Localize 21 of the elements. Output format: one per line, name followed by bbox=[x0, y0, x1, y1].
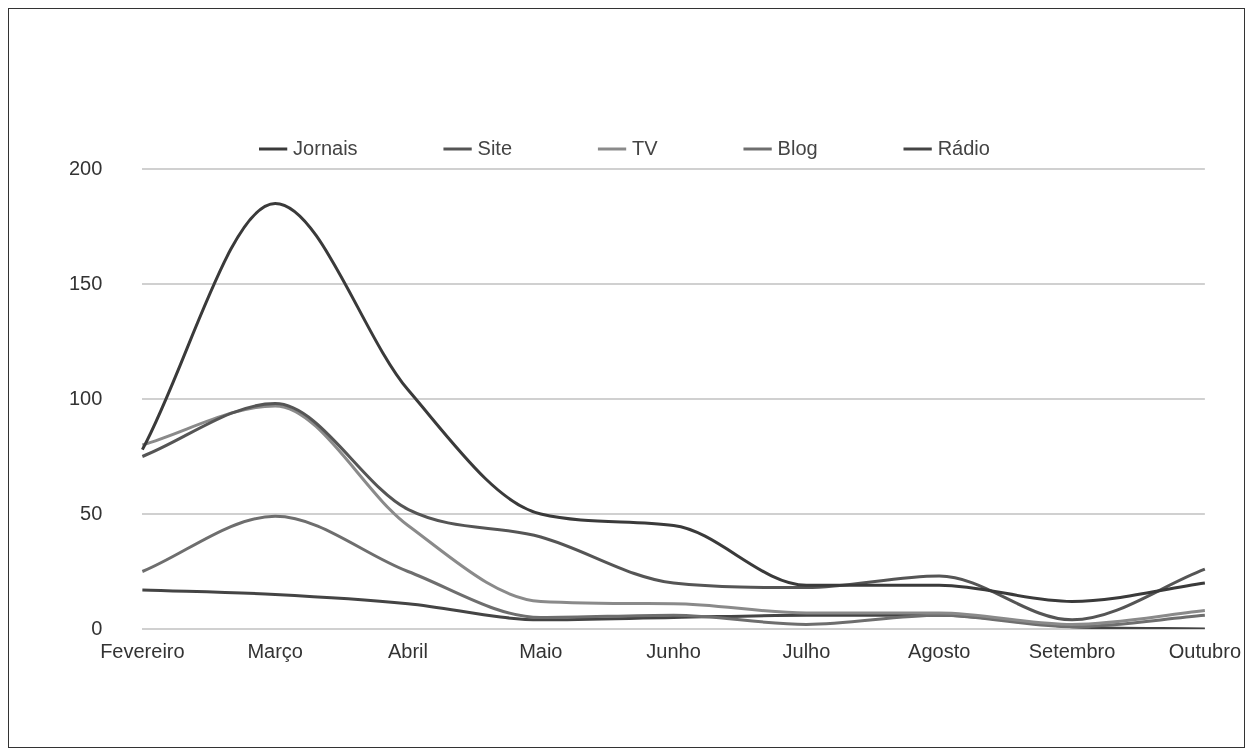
x-tick-label: Junho bbox=[646, 639, 701, 662]
legend-label: Jornais bbox=[293, 136, 358, 159]
x-tick-label: Fevereiro bbox=[100, 639, 185, 662]
x-tick-label: Março bbox=[247, 639, 303, 662]
x-tick-label: Outubro bbox=[1168, 639, 1241, 662]
legend-label: Site bbox=[477, 136, 513, 159]
legend-label: TV bbox=[632, 136, 659, 159]
y-tick-label: 200 bbox=[68, 156, 103, 179]
x-tick-label: Setembro bbox=[1028, 639, 1116, 662]
x-tick-label: Maio bbox=[519, 639, 563, 662]
line-series bbox=[140, 202, 1207, 603]
y-tick-label: 100 bbox=[68, 386, 103, 409]
line-series bbox=[140, 514, 1207, 629]
legend-label: Rádio bbox=[937, 136, 990, 159]
x-tick-label: Agosto bbox=[908, 639, 971, 662]
y-tick-label: 150 bbox=[68, 271, 103, 294]
y-tick-label: 50 bbox=[80, 501, 103, 524]
x-tick-label: Abril bbox=[387, 639, 428, 662]
legend-label: Blog bbox=[777, 136, 818, 159]
x-tick-label: Julho bbox=[782, 639, 831, 662]
y-tick-label: 0 bbox=[91, 616, 103, 639]
